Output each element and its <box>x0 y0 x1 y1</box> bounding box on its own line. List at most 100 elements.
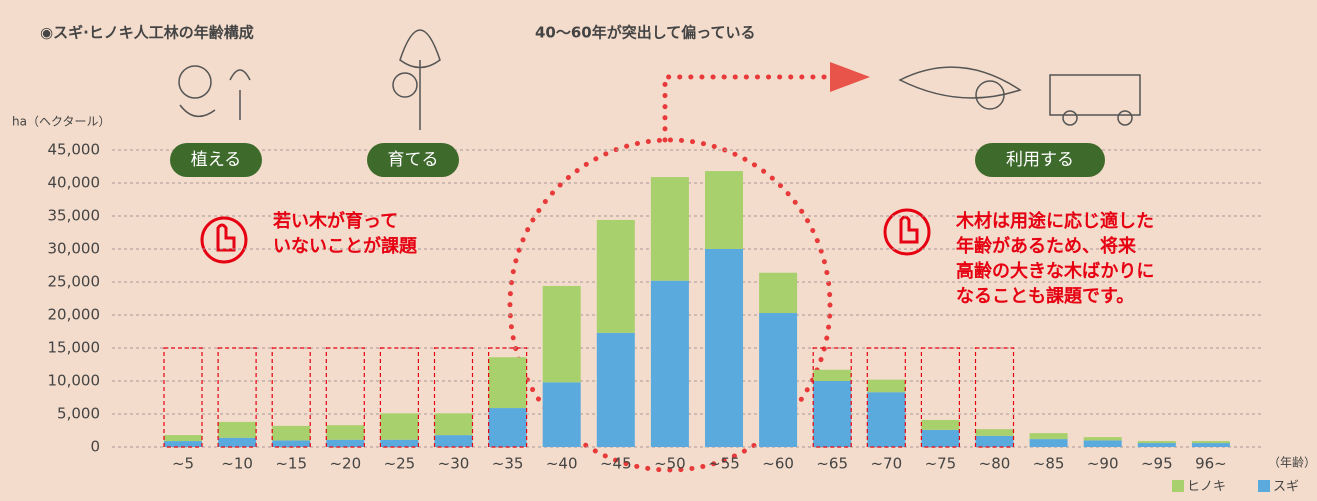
bar-segment <box>813 369 852 381</box>
y-tick-label: 0 <box>90 438 100 456</box>
bar-segment <box>1137 443 1176 447</box>
bar-segment <box>1191 441 1230 444</box>
x-tick-label: ~25 <box>384 455 416 473</box>
bar-segment <box>650 280 689 447</box>
arrow-head <box>830 62 870 92</box>
legend-label: ヒノキ <box>1187 480 1226 495</box>
y-tick-label: 25,000 <box>48 273 101 291</box>
bar-segment <box>218 421 257 438</box>
y-tick-label: 20,000 <box>48 306 101 324</box>
bar-segment <box>326 425 365 440</box>
bar-segment <box>1029 439 1068 447</box>
bar-segment <box>434 413 473 436</box>
bar-segment <box>921 419 960 430</box>
bar-segment <box>218 437 257 447</box>
x-tick-label: ~30 <box>438 455 470 473</box>
x-tick-label: ~70 <box>870 455 902 473</box>
dashed-box <box>433 347 474 448</box>
annotation-line: 木材は用途に応じ適した <box>955 210 1154 232</box>
bar-segment <box>975 435 1014 447</box>
y-tick-label: 10,000 <box>48 372 101 390</box>
stage-button <box>975 143 1105 177</box>
x-tick-label: ~10 <box>221 455 253 473</box>
bar-segment <box>759 272 798 314</box>
bar-segment <box>1029 433 1068 440</box>
bar-segment <box>1191 443 1230 447</box>
chart-title: ◉スギ·ヒノキ人工林の年齢構成 <box>40 24 254 42</box>
annotation-line: 年齢があるため、将来 <box>956 235 1137 257</box>
hand-icons <box>200 208 931 264</box>
bar-segment <box>380 413 419 440</box>
y-tick-label: 40,000 <box>48 174 101 192</box>
illustrations <box>178 29 1141 130</box>
legend-label: スギ <box>1273 480 1299 495</box>
y-tick-label: 15,000 <box>48 339 101 357</box>
x-tick-label: ~50 <box>654 455 686 473</box>
stage-label: 植える <box>191 150 242 170</box>
x-tick-label: ~5 <box>172 455 194 473</box>
bar-segment <box>1137 441 1176 444</box>
x-tick-label: ~55 <box>708 455 740 473</box>
chart-subtitle: 40〜60年が突出して偏っている <box>535 24 756 42</box>
bar-segment <box>1083 437 1122 441</box>
bar-segment <box>596 332 635 447</box>
y-axis-label: ha（ヘクタール） <box>12 115 110 129</box>
y-tick-label: 5,000 <box>57 405 100 423</box>
x-tick-label: ~65 <box>816 455 848 473</box>
dashed-box <box>920 347 961 448</box>
x-tick-label: ~80 <box>979 455 1011 473</box>
y-tick-label: 30,000 <box>48 240 101 258</box>
bar-segment <box>650 177 689 281</box>
bar-segment <box>488 408 527 447</box>
dashed-box <box>325 347 365 448</box>
bar-segment <box>542 285 581 383</box>
bar-segment <box>272 425 311 441</box>
dashed-box <box>271 347 311 448</box>
bar-segment <box>542 382 581 447</box>
highlight-dots <box>507 74 833 473</box>
x-tick-label: ~95 <box>1141 455 1173 473</box>
stage-label: 利用する <box>1006 150 1074 170</box>
bar-segment <box>272 440 311 447</box>
bar-segment <box>921 429 960 447</box>
stage-button <box>367 143 459 177</box>
stage-label: 育てる <box>388 150 439 170</box>
bar-segment <box>705 171 743 249</box>
bar-segment <box>867 392 906 447</box>
x-tick-label: ~20 <box>329 455 361 473</box>
x-tick-label: ~40 <box>546 455 578 473</box>
x-tick-label: ~60 <box>762 455 794 473</box>
y-tick-label: 35,000 <box>48 207 101 225</box>
bar-segment <box>488 357 527 409</box>
bar-segment <box>1083 440 1122 447</box>
annotation-line: いないことが課題 <box>273 235 418 257</box>
dashed-box <box>488 347 528 448</box>
bar-segment <box>380 439 419 447</box>
legend-swatch <box>1172 480 1184 492</box>
legend-swatch <box>1258 480 1270 492</box>
dashed-box <box>866 347 906 448</box>
bar-segment <box>705 249 743 447</box>
dashed-box <box>163 347 203 448</box>
bar-segment <box>813 381 852 447</box>
bar-segment <box>164 435 202 442</box>
x-tick-label: ~35 <box>492 455 524 473</box>
bar-segment <box>326 439 365 447</box>
bar-segment <box>975 429 1014 436</box>
bar-segment <box>759 313 798 447</box>
annotation-line: なることも課題です。 <box>956 285 1134 307</box>
bar-segment <box>164 441 202 447</box>
bar-segment <box>434 435 473 447</box>
dashed-box <box>812 347 852 448</box>
x-axis-label: （年齢） <box>1268 455 1316 470</box>
y-tick-label: 45,000 <box>48 141 101 159</box>
x-tick-label: 96~ <box>1195 455 1227 473</box>
x-tick-label: ~75 <box>925 455 957 473</box>
dashed-box <box>974 347 1015 448</box>
x-tick-label: ~45 <box>600 455 632 473</box>
annotation-line: 若い木が育って <box>272 210 398 232</box>
dashed-box <box>217 347 257 448</box>
x-tick-label: ~15 <box>275 455 307 473</box>
